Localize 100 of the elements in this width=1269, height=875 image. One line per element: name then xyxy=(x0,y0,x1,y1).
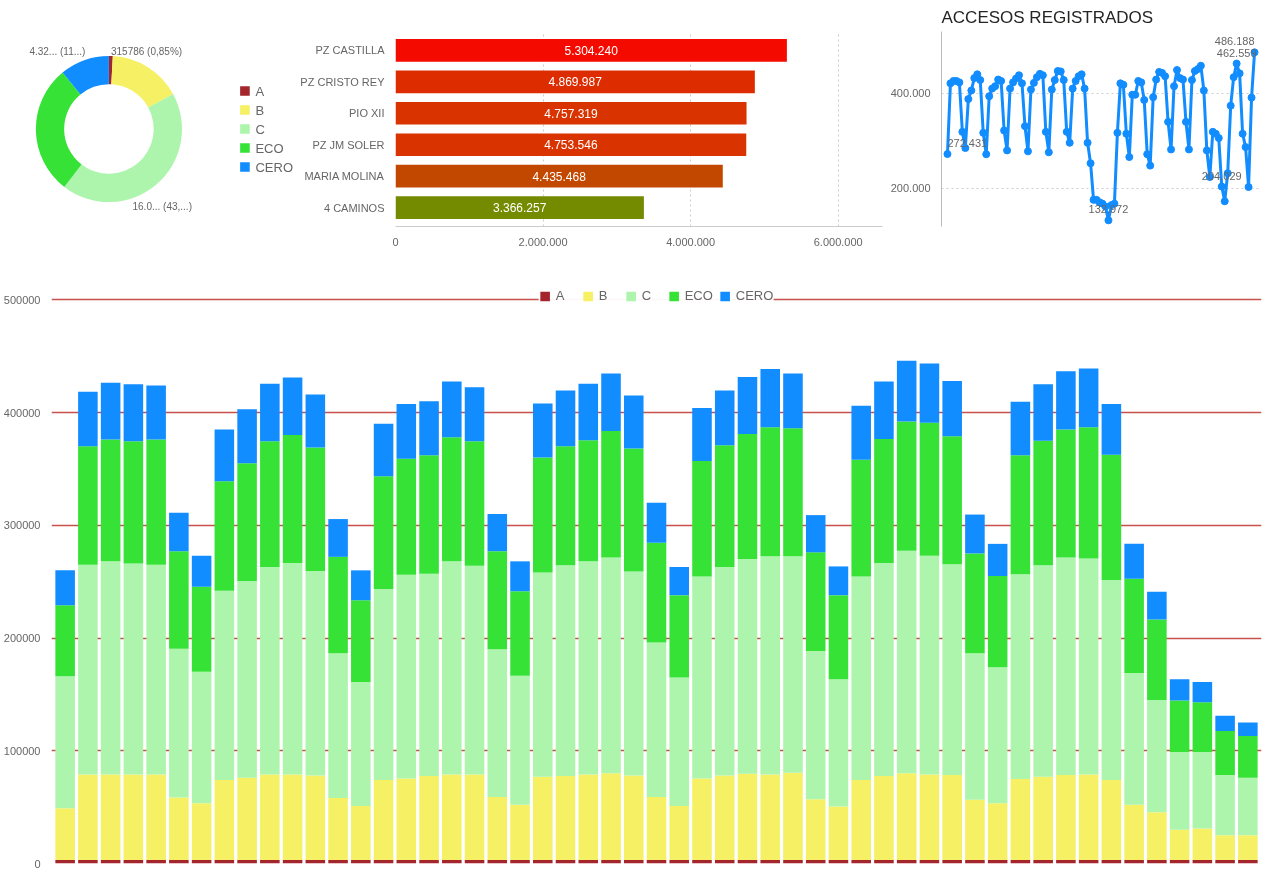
data-label: 4.753.546 xyxy=(544,138,598,153)
bar xyxy=(1192,828,1213,861)
legend-label: B xyxy=(255,102,266,117)
bar xyxy=(533,403,553,458)
bar xyxy=(237,581,257,778)
bar xyxy=(555,446,576,566)
bar xyxy=(760,427,780,557)
bar xyxy=(169,860,189,864)
bar xyxy=(578,383,599,441)
bar xyxy=(237,463,257,582)
bar xyxy=(987,667,1008,804)
bar xyxy=(851,860,871,864)
legend-label: C xyxy=(641,288,652,303)
x-tick-label: 2.000.000 xyxy=(518,235,568,248)
bar xyxy=(896,421,917,551)
bar xyxy=(851,405,871,460)
bar xyxy=(623,448,644,572)
bar xyxy=(987,803,1008,861)
bar xyxy=(214,429,235,482)
bar xyxy=(191,555,212,587)
bar xyxy=(919,774,940,861)
bar xyxy=(646,796,667,861)
bar xyxy=(942,380,962,437)
y-tick-label: 100000 xyxy=(3,744,41,757)
bar xyxy=(623,395,644,449)
bar xyxy=(78,860,98,864)
bar xyxy=(1078,427,1099,559)
legend-label: CERO xyxy=(735,288,774,303)
bar xyxy=(100,561,121,775)
bar xyxy=(1010,401,1031,456)
bar xyxy=(396,778,417,861)
bar xyxy=(123,441,144,564)
bar xyxy=(1033,384,1053,441)
data-label: 16.0... (43,...) xyxy=(132,201,192,213)
data-label: 315786 (0,85%) xyxy=(110,45,183,57)
bar xyxy=(100,774,121,861)
bar xyxy=(487,649,508,797)
bar xyxy=(714,860,735,864)
y-tick-label: 200.000 xyxy=(890,182,931,195)
bar xyxy=(1056,371,1076,430)
bar xyxy=(1056,860,1076,864)
y-tick-label: 4 CAMINOS xyxy=(323,201,385,214)
legend-label: B xyxy=(598,288,609,303)
bar xyxy=(510,860,530,864)
bar xyxy=(328,798,348,861)
bar xyxy=(260,860,280,864)
bar xyxy=(965,514,985,554)
bar xyxy=(896,360,917,422)
y-tick-label: MARIA MOLINA xyxy=(304,170,385,183)
bar xyxy=(987,576,1008,668)
bar xyxy=(851,780,871,861)
bar xyxy=(1033,776,1053,861)
bar xyxy=(169,797,189,861)
bar xyxy=(1238,860,1258,864)
bar xyxy=(419,401,439,456)
bar xyxy=(805,552,826,651)
bar xyxy=(191,671,212,804)
bar xyxy=(395,164,723,188)
bar xyxy=(78,446,98,565)
bar xyxy=(146,385,166,440)
bar xyxy=(1124,543,1144,579)
bar xyxy=(1033,565,1053,777)
bar xyxy=(1101,780,1122,861)
bar xyxy=(123,563,144,775)
bar xyxy=(464,565,485,775)
bar xyxy=(601,860,621,864)
bar xyxy=(874,381,894,440)
x-tick-label: 6.000.000 xyxy=(813,235,863,248)
bar xyxy=(942,564,962,775)
bar xyxy=(1078,774,1099,861)
bar xyxy=(692,576,712,779)
bar xyxy=(783,556,803,773)
bar xyxy=(328,519,348,557)
bar xyxy=(623,860,644,864)
bar xyxy=(237,777,257,861)
bar xyxy=(874,860,894,864)
bar xyxy=(828,679,849,807)
bar xyxy=(1169,700,1190,752)
bar xyxy=(692,461,712,577)
bar xyxy=(805,650,826,800)
bar xyxy=(396,574,417,779)
bar xyxy=(896,773,917,861)
bar xyxy=(692,860,712,864)
bar xyxy=(396,458,417,575)
bar xyxy=(533,457,553,573)
bar xyxy=(1101,404,1122,455)
bar xyxy=(601,373,621,432)
bar xyxy=(737,773,758,861)
bar xyxy=(442,860,462,864)
bar xyxy=(78,774,98,861)
bar xyxy=(282,377,303,436)
bar xyxy=(737,433,758,560)
bar xyxy=(1238,722,1258,737)
bar xyxy=(442,381,462,438)
legend-label: ECO xyxy=(684,288,713,303)
bar xyxy=(1033,440,1053,566)
bar xyxy=(464,387,485,442)
bar xyxy=(146,439,166,565)
bar xyxy=(395,196,644,219)
bar xyxy=(874,776,894,861)
